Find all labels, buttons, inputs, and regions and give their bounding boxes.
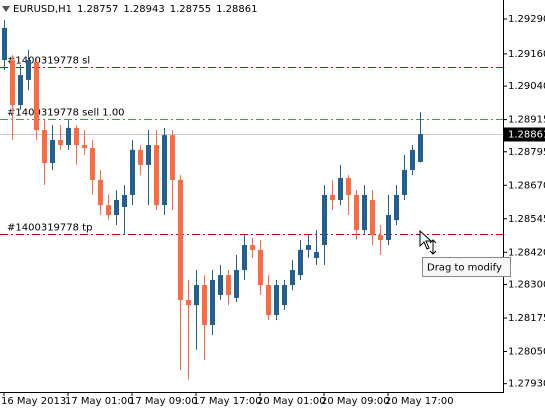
cursor — [419, 229, 433, 250]
cursor-icon — [419, 229, 437, 255]
candle-body — [186, 300, 191, 306]
candle-body — [322, 194, 327, 246]
candle-body — [226, 275, 231, 295]
order-level-label: #1400319778 tp — [7, 223, 92, 234]
y-tick-label: 1.28545 — [508, 214, 545, 225]
y-tick-label: 1.28915 — [508, 115, 545, 126]
candle-body — [378, 235, 383, 240]
x-tick-label: 20 May 17:00 — [385, 396, 454, 407]
collapse-icon — [2, 6, 10, 12]
candle-body — [306, 245, 311, 250]
candle-body — [170, 135, 175, 180]
candle-body — [298, 249, 303, 276]
candle-body — [250, 245, 255, 250]
y-tick-label: 1.28300 — [508, 279, 545, 290]
candle-body — [34, 61, 39, 131]
candle-body — [98, 179, 103, 206]
candle-body — [42, 130, 47, 164]
y-tick-label: 1.29160 — [508, 49, 545, 60]
candle-body — [18, 75, 23, 106]
candle-body — [354, 194, 359, 231]
candle-body — [202, 285, 207, 325]
x-tick-label: 20 May 01:00 — [257, 396, 326, 407]
candle-body — [114, 200, 119, 216]
candle-body — [58, 139, 63, 146]
tooltip-box — [422, 257, 511, 277]
candle-body — [90, 148, 95, 180]
candle-body — [138, 149, 143, 165]
candle-body — [258, 249, 263, 286]
candle-body — [290, 270, 295, 286]
candle-body — [330, 194, 335, 201]
candle-body — [266, 285, 271, 316]
x-tick-label: 20 May 09:00 — [321, 396, 390, 407]
candle-body — [282, 285, 287, 306]
header-part: EURUSD,H1 — [13, 4, 72, 15]
tooltip-text: Drag to modify — [427, 263, 502, 274]
y-tick-label: 1.29290 — [508, 14, 545, 25]
plot-area: #1400319778 sl #1400319778 sell 1.00 #1400… — [0, 20, 503, 380]
candle-body — [106, 205, 111, 216]
header-part: 1.28755 — [170, 4, 211, 15]
order-level-label: #1400319778 sl — [7, 56, 90, 67]
candle-body — [314, 252, 319, 258]
y-tick-label: 1.28175 — [508, 313, 545, 324]
current-price-box — [504, 127, 545, 142]
candle-body — [274, 285, 279, 316]
x-tick-label: 17 May 01:00 — [65, 396, 134, 407]
x-tick-label: 16 May 2013 — [1, 396, 66, 407]
candle-body — [410, 149, 415, 170]
candle-body — [130, 149, 135, 195]
candle-body — [210, 279, 215, 325]
candle-body — [122, 194, 127, 207]
candle-body — [74, 127, 79, 146]
candle-body — [26, 60, 31, 80]
candle-body — [194, 285, 199, 306]
header: EURUSD,H1 1.28757 1.28943 1.28755 1.28861 — [13, 4, 257, 15]
header-part: 1.28757 — [77, 4, 118, 15]
header-part: 1.28861 — [216, 4, 257, 15]
candle-body — [178, 179, 183, 301]
candle-body — [242, 245, 247, 271]
x-tick-label: 17 May 17:00 — [193, 396, 262, 407]
candle-body — [338, 178, 343, 201]
candle-body — [146, 145, 151, 165]
candle-body — [2, 27, 7, 61]
order-level-label: #1400319778 sell 1.00 — [7, 108, 125, 119]
candle-body — [346, 178, 351, 195]
y-tick-label: 1.28670 — [508, 180, 545, 191]
candle-body — [66, 127, 71, 146]
symbol-icon — [2, 6, 10, 12]
candle-body — [418, 134, 423, 162]
x-tick-label: 17 May 09:00 — [129, 396, 198, 407]
candle-body — [386, 215, 391, 240]
candle-body — [162, 135, 167, 206]
y-tick-label: 1.28050 — [508, 347, 545, 358]
candle-body — [362, 194, 367, 231]
header-part: 1.28943 — [123, 4, 164, 15]
candle-body — [154, 145, 159, 206]
candle-body — [10, 60, 15, 106]
candle-body — [234, 270, 239, 298]
candle-body — [370, 200, 375, 236]
current-price-label: 1.28861 — [508, 130, 545, 141]
candle-body — [394, 194, 399, 221]
y-tick-label: 1.28795 — [508, 147, 545, 158]
resize-arrow — [429, 239, 437, 255]
y-tick-label: 1.27930 — [508, 379, 545, 390]
candle-body — [218, 275, 223, 295]
candle-body — [82, 145, 87, 149]
candle-body — [50, 139, 55, 164]
y-tick-label: 1.28420 — [508, 247, 545, 258]
y-tick-label: 1.29040 — [508, 81, 545, 92]
candle-body — [402, 169, 407, 195]
